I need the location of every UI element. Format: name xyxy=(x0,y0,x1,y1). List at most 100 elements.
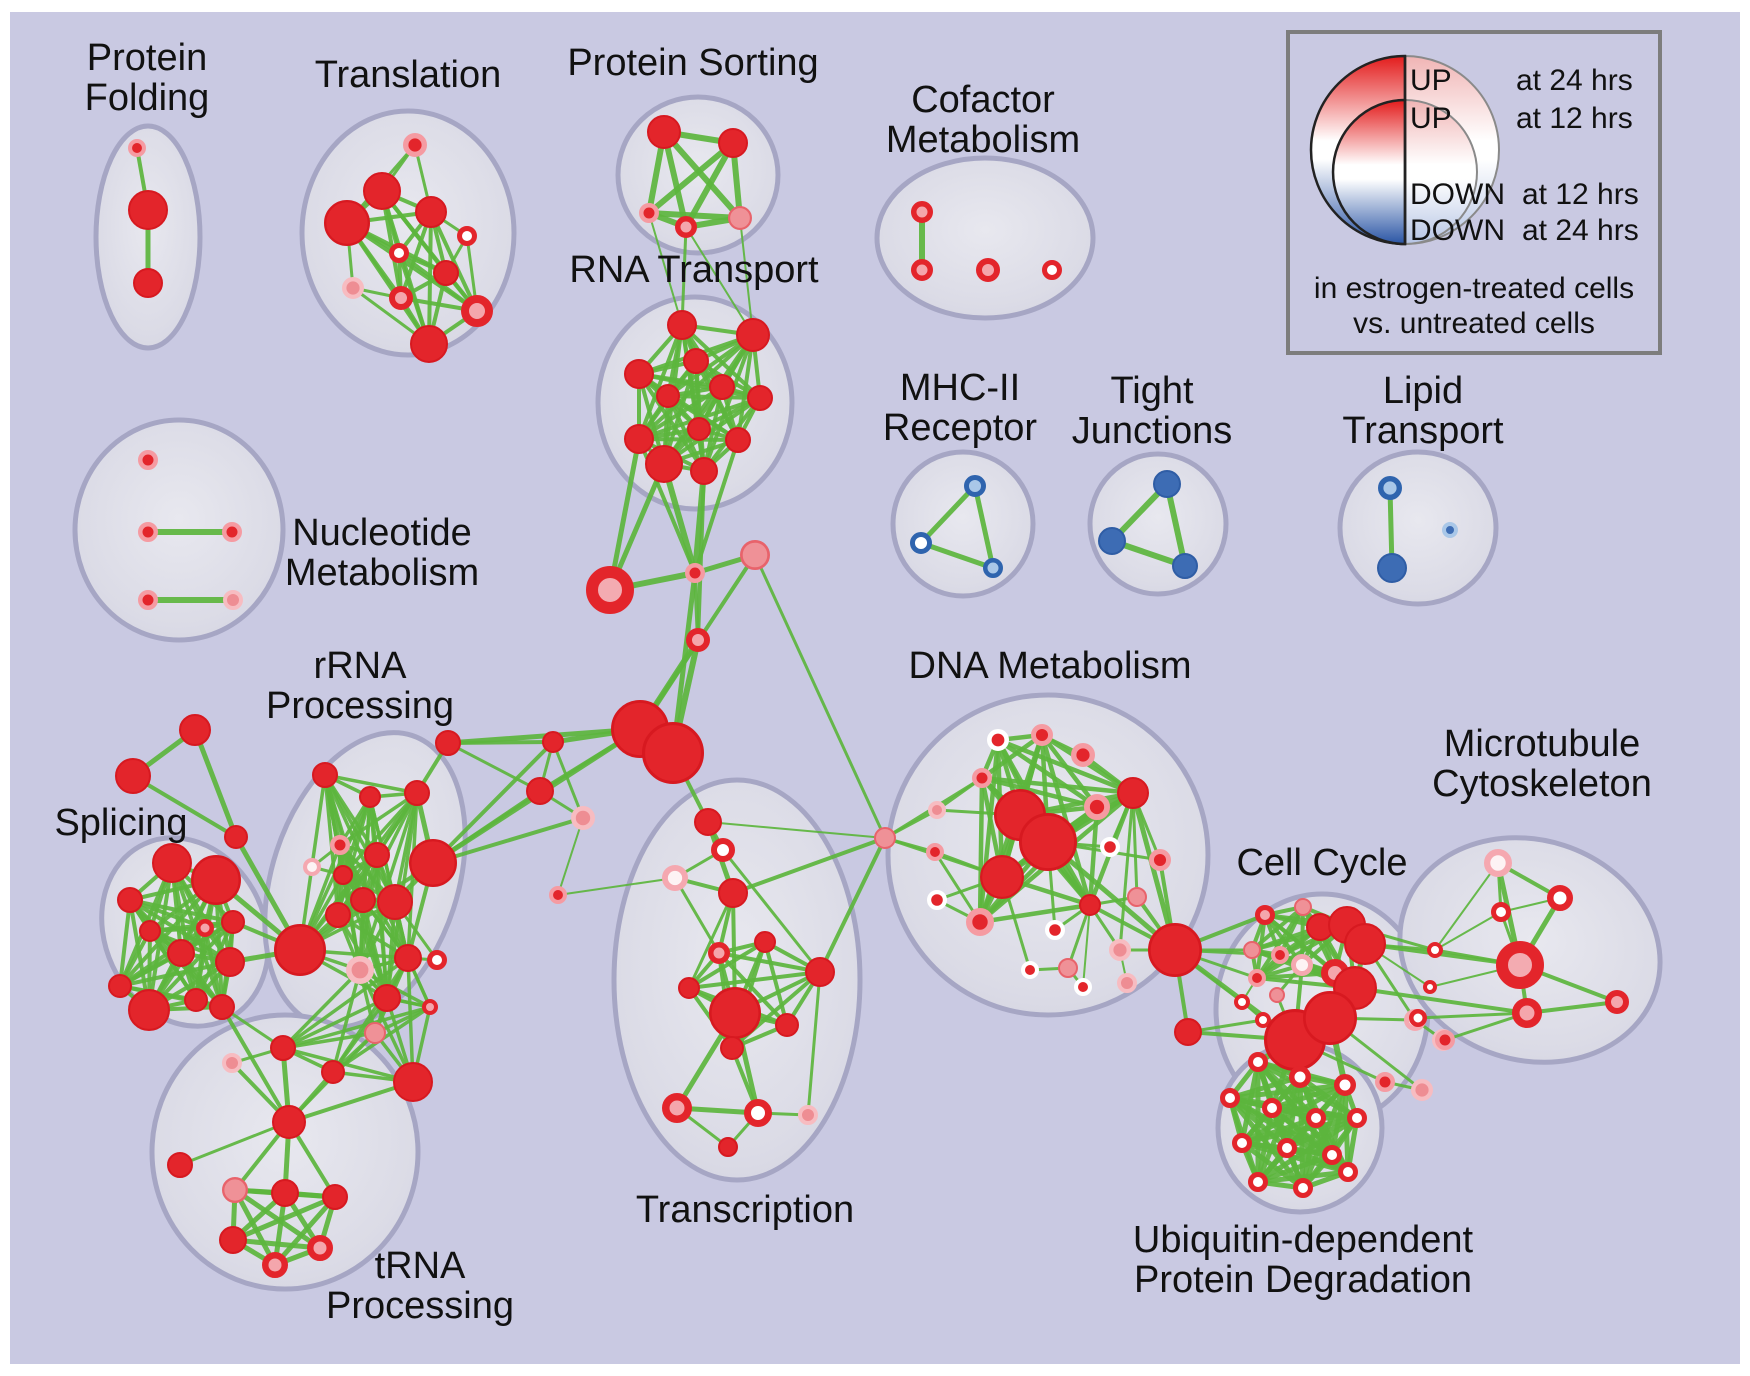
node-tn11 xyxy=(219,1226,247,1254)
node-rr11 xyxy=(325,902,351,928)
edge-ps5-rt2 xyxy=(739,217,754,336)
edge-mh1-mh2 xyxy=(918,483,978,546)
node-ub9 xyxy=(1277,1138,1297,1158)
edge-dm2-dm4 xyxy=(979,732,1045,781)
node-cc4 xyxy=(1271,946,1290,965)
node-t11 xyxy=(720,1036,744,1060)
cluster-label-lipid-transport: Lipid Transport xyxy=(1342,370,1504,452)
legend-row-dir-0: UP xyxy=(1410,64,1452,97)
edge-ub11-ub13 xyxy=(1255,1169,1351,1185)
node-rt3 xyxy=(624,359,654,389)
node-rr9 xyxy=(350,887,376,913)
node-rr7 xyxy=(333,865,353,885)
edge-dm4-dm15 xyxy=(977,775,985,925)
edge-rr6-rr12 xyxy=(358,853,379,972)
edge-dm10-dm16 xyxy=(1087,804,1100,908)
cluster-label-ubiquitin: Ubiquitin-dependent Protein Degradation xyxy=(1133,1219,1474,1301)
node-tn5 xyxy=(364,1022,386,1044)
node-sp2 xyxy=(191,855,241,905)
node-ps3 xyxy=(639,203,659,223)
edge-rt9-hb3 xyxy=(607,436,642,593)
node-mt8 xyxy=(1512,998,1542,1028)
node-tl5 xyxy=(457,226,477,246)
edge-dm20-dm16 xyxy=(1066,903,1092,970)
edge-t2-t9 xyxy=(721,848,822,974)
node-rt9 xyxy=(624,424,654,454)
cluster-label-dna-metabolism: DNA Metabolism xyxy=(909,645,1192,687)
legend-row-time-1: at 12 hrs xyxy=(1516,102,1633,135)
node-rt6 xyxy=(747,385,773,411)
node-ub3 xyxy=(1334,1074,1356,1096)
node-mh3 xyxy=(983,558,1003,578)
edge-t5-t10 xyxy=(763,940,789,1027)
node-rr6 xyxy=(364,842,390,868)
edge-dm22-dm16 xyxy=(1082,904,1091,988)
edge-rr16-tn3 xyxy=(281,1005,432,1050)
node-dm1 xyxy=(986,728,1009,751)
node-tj3 xyxy=(1172,553,1198,579)
node-rt2 xyxy=(736,318,770,352)
node-st2 xyxy=(115,758,151,794)
node-mt2 xyxy=(1547,885,1573,911)
edge-rt9-rt10 xyxy=(637,437,740,442)
node-cf2 xyxy=(911,259,933,281)
node-cc13 xyxy=(1234,994,1250,1010)
node-ub4 xyxy=(1220,1088,1240,1108)
edge-rr13-tn3 xyxy=(281,956,410,1050)
edge-hb9-hb10 xyxy=(557,817,584,896)
edge-dm4-dm9 xyxy=(979,775,1136,796)
edge-st2-st3 xyxy=(131,774,238,839)
node-sp6 xyxy=(108,974,132,998)
edge-ub7-ub8 xyxy=(1239,1115,1360,1146)
cluster-label-cell-cycle: Cell Cycle xyxy=(1236,842,1407,884)
node-nm3 xyxy=(222,522,242,542)
edge-rr3-rr4 xyxy=(338,791,419,847)
node-dm20 xyxy=(1058,958,1078,978)
node-tn9 xyxy=(271,1179,299,1207)
edge-rr17-hb8 xyxy=(446,741,542,793)
edge-mh1-mh3 xyxy=(972,483,996,571)
node-dm14 xyxy=(926,889,947,910)
node-rr1 xyxy=(312,762,338,788)
node-tl11 xyxy=(410,325,448,363)
node-hb7 xyxy=(542,731,564,753)
node-hb1 xyxy=(685,563,705,583)
node-cc14 xyxy=(1255,1012,1271,1028)
node-tl1 xyxy=(403,132,428,157)
node-pf3 xyxy=(133,268,163,298)
node-mh2 xyxy=(909,531,932,554)
edge-t7-t9 xyxy=(687,970,822,990)
edge-rr12-tn3 xyxy=(281,968,362,1050)
node-tn13 xyxy=(262,1252,288,1278)
legend-box: UP at 24 hrs UP at 12 hrs DOWN at 12 hrs… xyxy=(1286,30,1662,355)
node-dm10 xyxy=(1084,793,1111,820)
legend-inner-ring-vivid xyxy=(1331,98,1407,246)
node-sp3 xyxy=(117,887,143,913)
node-nm1 xyxy=(138,450,158,470)
node-sp10 xyxy=(221,910,245,934)
node-dm23 xyxy=(1117,973,1137,993)
node-rrhub xyxy=(273,923,326,976)
node-sp5 xyxy=(167,939,195,967)
node-tl4 xyxy=(415,196,447,228)
node-cc10 xyxy=(1269,987,1285,1003)
legend-caption-line2: vs. untreated cells xyxy=(1353,307,1595,340)
edge-rr8-hb7 xyxy=(431,740,555,865)
cluster-label-protein-sorting: Protein Sorting xyxy=(567,42,818,84)
node-ccbr xyxy=(1147,922,1202,977)
node-cc8 xyxy=(1290,953,1313,976)
node-t3 xyxy=(661,864,688,891)
legend-row-time-0: at 24 hrs xyxy=(1516,64,1633,97)
edge-cc2-cc3 xyxy=(1250,905,1305,952)
node-mt5 xyxy=(1423,980,1437,994)
edge-cc12-mt8 xyxy=(1353,986,1529,1015)
legend-row-dir-3: DOWN xyxy=(1410,214,1505,247)
legend-icon xyxy=(1309,54,1500,246)
node-ub1 xyxy=(1248,1052,1268,1072)
node-cc20 xyxy=(1410,1078,1433,1101)
node-mt6 xyxy=(1409,1009,1427,1027)
cluster-ellipse-lipid-transport xyxy=(1337,449,1499,607)
node-ps2 xyxy=(718,128,748,158)
edge-dm9-ccbr xyxy=(1130,790,1178,953)
node-rr16 xyxy=(422,999,438,1015)
